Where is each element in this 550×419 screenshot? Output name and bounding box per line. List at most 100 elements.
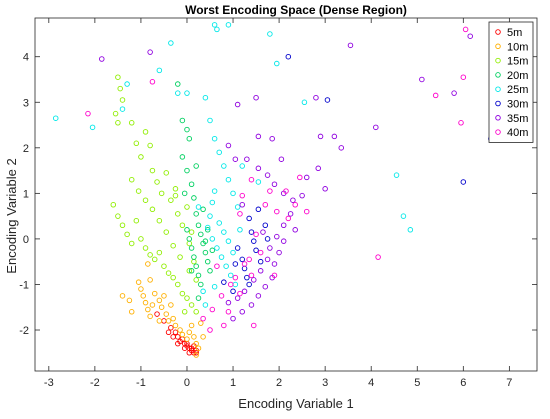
data-point [138, 236, 144, 242]
data-point [209, 199, 216, 206]
data-point [119, 293, 126, 299]
legend-marker [495, 129, 501, 135]
data-point [124, 231, 130, 238]
data-point [218, 293, 225, 299]
data-point [172, 186, 179, 192]
data-point [200, 288, 206, 295]
data-point [110, 201, 117, 208]
data-point [147, 142, 153, 149]
data-point [188, 181, 195, 188]
series-25m [52, 22, 414, 308]
data-point [191, 254, 197, 260]
data-point [262, 283, 269, 290]
data-point [287, 211, 294, 217]
plot-area: -3 -2 -1 0 1 2 3 4 5 6 7 -2 -1 0 1 2 3 4 [19, 17, 538, 389]
data-point [147, 313, 153, 320]
y-tick-label: -1 [19, 279, 29, 291]
chart-title: Worst Encoding Space (Dense Region) [185, 3, 407, 17]
data-point [140, 293, 146, 299]
data-point [274, 208, 280, 215]
data-point [184, 295, 190, 301]
data-point [202, 249, 209, 256]
data-point [158, 190, 165, 197]
data-point [274, 233, 280, 240]
data-point [419, 76, 425, 83]
data-point [142, 299, 149, 306]
data-point [216, 149, 222, 156]
data-point [223, 263, 229, 269]
data-point [191, 195, 197, 201]
legend-marker [495, 43, 501, 50]
data-point [135, 279, 142, 285]
data-point [200, 315, 206, 322]
data-point [165, 329, 172, 336]
data-point [230, 288, 236, 295]
data-point [165, 270, 172, 276]
data-point [244, 274, 250, 281]
data-point [274, 60, 280, 67]
axes-box [34, 17, 538, 372]
data-point [432, 92, 439, 99]
data-point [193, 211, 199, 217]
data-point [198, 281, 204, 288]
data-point [175, 281, 181, 288]
data-point [214, 245, 220, 251]
data-point [138, 286, 144, 292]
data-point [202, 94, 209, 101]
data-point [145, 306, 151, 313]
data-point [285, 215, 292, 222]
y-axis-label: Encoding Variable 2 [4, 158, 19, 273]
data-point [181, 345, 188, 351]
data-point [299, 192, 305, 199]
legend-marker [495, 29, 501, 35]
legend-label: 25m [507, 84, 528, 96]
data-point [179, 331, 186, 338]
data-point [225, 142, 232, 149]
data-point [158, 304, 165, 310]
data-point [154, 311, 160, 317]
x-tick-label: 4 [368, 377, 374, 389]
data-point [313, 94, 319, 101]
legend-marker [495, 72, 501, 78]
data-point [297, 174, 303, 181]
data-point [232, 261, 239, 267]
data-point [221, 163, 227, 169]
data-point [128, 176, 135, 183]
data-point [175, 81, 181, 87]
data-point [170, 334, 176, 340]
data-point [271, 181, 278, 188]
data-point [156, 217, 163, 224]
data-point [168, 302, 174, 308]
data-point [119, 97, 126, 103]
data-point [207, 268, 213, 274]
data-point [179, 154, 186, 160]
data-point [211, 283, 218, 290]
data-point [175, 90, 181, 96]
data-point [204, 258, 211, 265]
data-point [195, 272, 202, 279]
data-point [188, 245, 195, 251]
data-point [198, 231, 204, 238]
data-point [126, 297, 133, 304]
data-point [209, 247, 216, 254]
data-point [292, 227, 298, 233]
data-point [244, 156, 250, 162]
data-point [241, 261, 248, 267]
data-point [115, 120, 121, 126]
data-point [269, 135, 275, 142]
data-point [175, 340, 181, 347]
data-point [145, 261, 151, 267]
data-point [85, 110, 91, 117]
data-point [230, 249, 236, 256]
data-point [112, 110, 119, 117]
data-point [253, 94, 259, 101]
data-point [324, 97, 331, 103]
data-point [172, 192, 179, 199]
data-point [271, 261, 278, 267]
data-point [186, 135, 193, 142]
data-point [149, 302, 156, 308]
x-tick-label: -2 [90, 377, 100, 389]
data-point [264, 236, 271, 242]
data-point [239, 163, 245, 169]
series-20m [175, 81, 216, 301]
